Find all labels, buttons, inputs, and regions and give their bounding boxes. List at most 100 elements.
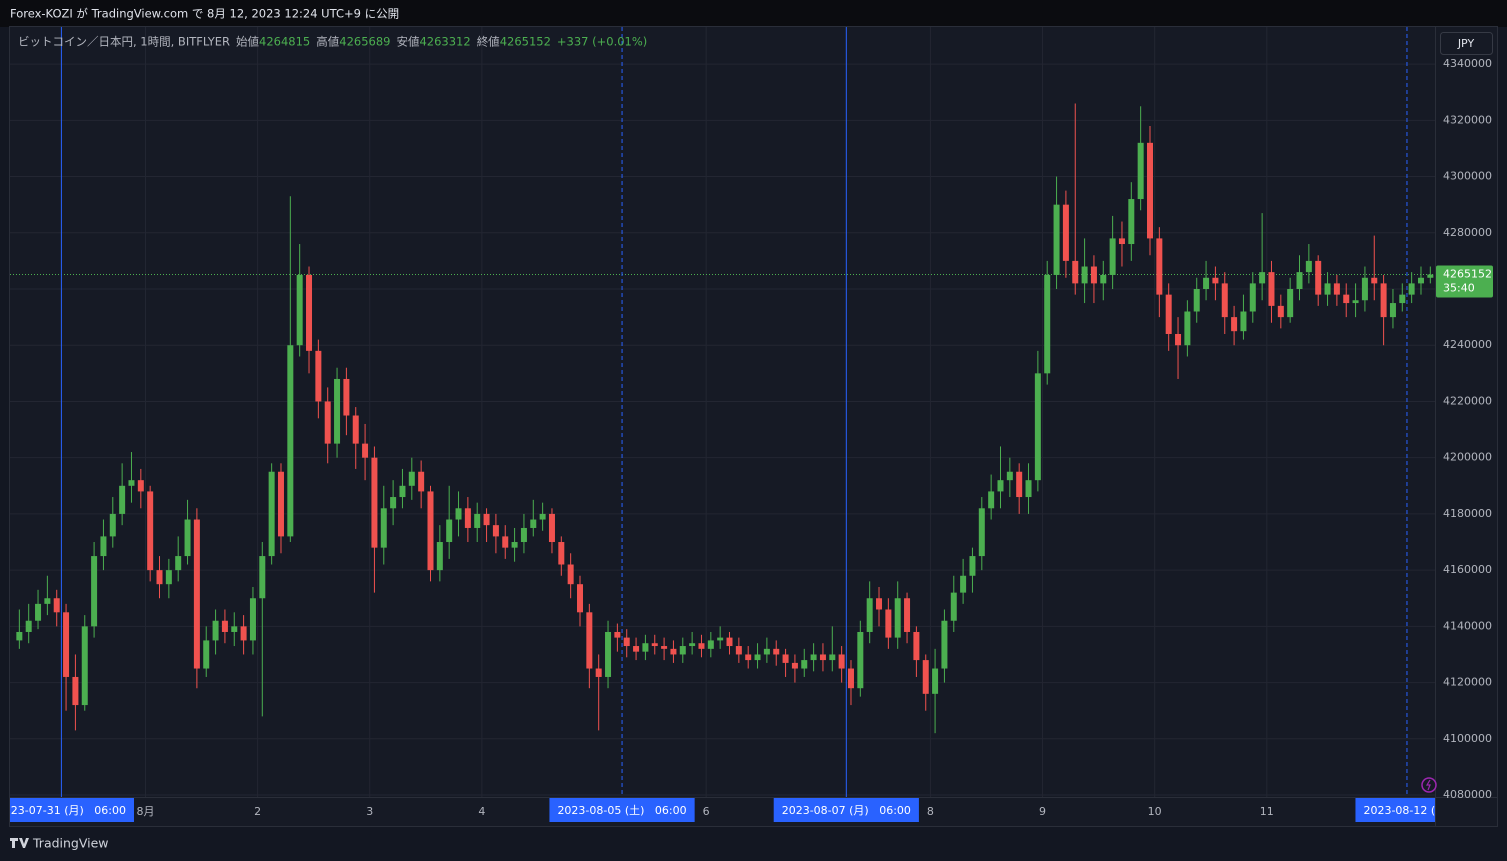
header-title: Forex-KOZI が TradingView.com で 8月 12, 20… — [10, 7, 399, 21]
candle-body — [100, 536, 107, 557]
candle-body — [932, 668, 939, 694]
candle-body — [259, 556, 266, 599]
y-tick-label: 4080000 — [1443, 788, 1492, 801]
candle-body — [334, 378, 341, 444]
candle-body — [754, 654, 761, 661]
candle-body — [240, 626, 247, 641]
candle-body — [969, 556, 976, 576]
chart-frame — [9, 26, 1498, 827]
y-tick-label: 4100000 — [1443, 732, 1492, 745]
candle-body — [876, 598, 883, 610]
candle-body — [91, 556, 98, 627]
candle-body — [614, 631, 621, 638]
candle-body — [1118, 238, 1125, 245]
candle-body — [436, 542, 443, 571]
candle-body — [1296, 272, 1303, 290]
candle-body — [997, 480, 1004, 492]
candle-body — [904, 598, 911, 632]
legend-label: 終値 — [477, 35, 500, 49]
candle-body — [1128, 199, 1135, 245]
candle-body — [249, 598, 256, 641]
candle-body — [642, 643, 649, 652]
candle-body — [1324, 283, 1331, 295]
x-tick-label: 3 — [366, 805, 373, 818]
candle-body — [577, 584, 583, 613]
candle-body — [492, 525, 499, 537]
brand-logo — [10, 838, 29, 848]
candle-body — [212, 620, 219, 641]
candle-body — [1305, 260, 1312, 273]
currency-button[interactable] — [1440, 32, 1493, 55]
marker-label-box — [1355, 798, 1435, 822]
candle-body — [960, 575, 967, 593]
candle-body — [558, 542, 565, 565]
candle-body — [1165, 294, 1172, 334]
candle-body — [1053, 204, 1060, 275]
candle-body — [1287, 289, 1294, 318]
candle-body — [894, 598, 901, 638]
candle-body — [455, 508, 462, 520]
candle-body — [203, 640, 210, 669]
candle-body — [670, 648, 677, 655]
candle-body — [567, 564, 574, 585]
y-tick-label: 4300000 — [1443, 170, 1492, 183]
candle-body — [399, 485, 406, 498]
marker-label-box — [773, 798, 919, 822]
candle-body — [371, 457, 378, 548]
candle-body — [801, 660, 808, 669]
legend-label: 始値 — [236, 35, 259, 49]
candle-body — [1259, 272, 1266, 284]
candle-body — [605, 631, 612, 677]
candle-body — [745, 654, 752, 661]
candle-body — [380, 508, 387, 548]
candle-body — [296, 274, 303, 346]
x-tick-label: 11 — [1260, 805, 1274, 818]
candle-body — [1277, 305, 1284, 318]
candle-body — [268, 471, 275, 557]
alert-icon[interactable] — [1421, 777, 1437, 793]
candle-body — [306, 274, 313, 351]
candle-body — [707, 640, 714, 649]
candle-body — [193, 519, 200, 669]
marker-label-box — [10, 798, 134, 822]
candle-body — [1408, 283, 1415, 295]
candle-body — [1006, 471, 1013, 481]
legend-value: 4264815 — [259, 35, 310, 49]
candle-body — [221, 620, 228, 632]
candle-body — [866, 598, 873, 632]
candle-body — [810, 654, 817, 661]
candle-body — [464, 508, 471, 528]
candle-body — [1380, 283, 1387, 318]
legend-value: 4263312 — [419, 35, 470, 49]
candle-body — [315, 350, 322, 402]
candle-body — [165, 570, 172, 585]
marker-label: 2023-08-05 (土) 06:00 — [557, 804, 686, 817]
candle-body — [1221, 283, 1228, 318]
candle-body — [1090, 266, 1097, 284]
currency-label[interactable]: JPY — [1457, 37, 1475, 50]
candle-body — [520, 527, 527, 543]
candle-body — [847, 668, 854, 689]
candle-body — [175, 556, 182, 571]
candle-body — [633, 646, 640, 652]
alert-icon-bolt — [1425, 779, 1431, 791]
marker-label: 2023-07-31 (月) 06:00 — [0, 804, 126, 817]
candle-body — [81, 626, 88, 706]
candle-body — [63, 612, 70, 677]
candle-body — [1212, 277, 1219, 284]
candle-body — [941, 620, 948, 669]
candle-body — [184, 519, 191, 557]
legend-value: 4265689 — [339, 35, 390, 49]
candle-body — [950, 592, 957, 621]
legend-symbol: ビットコイン／日本円, 1時間, BITFLYER — [18, 35, 230, 49]
y-tick-label: 4340000 — [1443, 57, 1492, 70]
x-tick-label: 8 — [927, 805, 934, 818]
x-tick-label: 2 — [254, 805, 261, 818]
candle-body — [978, 508, 985, 557]
candle-body — [819, 654, 826, 661]
candle-body — [548, 513, 555, 543]
candle-body — [324, 401, 331, 444]
candle-body — [773, 648, 780, 655]
candle-body — [1072, 260, 1079, 284]
